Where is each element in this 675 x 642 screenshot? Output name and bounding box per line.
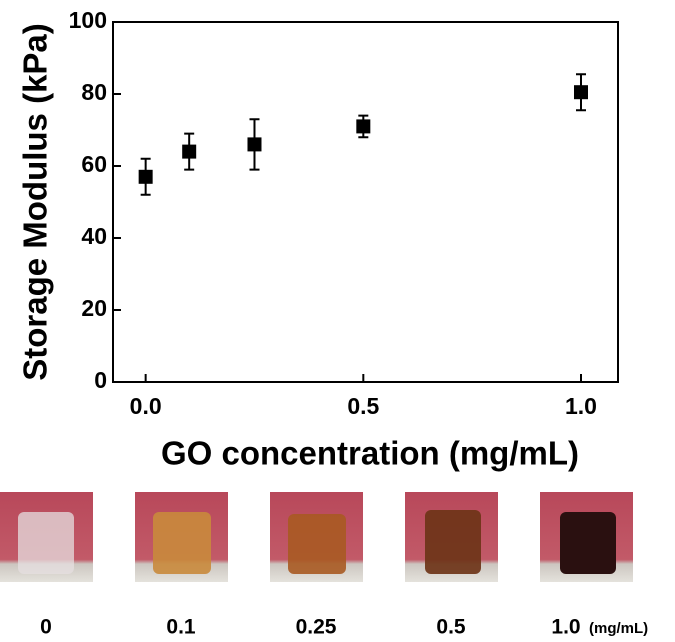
y-tick-label: 20 — [81, 295, 107, 321]
photo-label: 0.1 — [166, 616, 196, 639]
y-tick-label: 80 — [81, 79, 107, 105]
photo-unit: (mg/mL) — [589, 620, 648, 637]
point — [356, 119, 371, 134]
photo-label: 0.25 — [296, 616, 337, 639]
photo-label: 0.5 — [436, 616, 466, 639]
photo-label: 1.0 — [551, 616, 580, 639]
x-tick-label: 1.0 — [565, 393, 597, 419]
gel — [288, 514, 346, 574]
point — [573, 85, 588, 100]
photos — [0, 492, 633, 582]
gel — [425, 510, 481, 574]
point — [247, 137, 262, 152]
gel — [18, 512, 74, 574]
photo-label: 0 — [40, 616, 52, 639]
gel — [560, 512, 616, 574]
y-tick-label: 40 — [81, 223, 107, 249]
y-tick-label: 60 — [81, 151, 107, 177]
y-tick-label: 100 — [69, 7, 107, 33]
point — [182, 144, 197, 159]
point — [138, 169, 153, 184]
gel — [153, 512, 211, 574]
y-axis-label: Storage Modulus (kPa) — [17, 23, 54, 381]
y-tick-label: 0 — [94, 367, 107, 393]
x-axis-label: GO concentration (mg/mL) — [161, 435, 579, 472]
x-tick-label: 0.5 — [347, 393, 379, 419]
plot-frame — [112, 21, 619, 383]
x-tick-label: 0.0 — [130, 393, 162, 419]
